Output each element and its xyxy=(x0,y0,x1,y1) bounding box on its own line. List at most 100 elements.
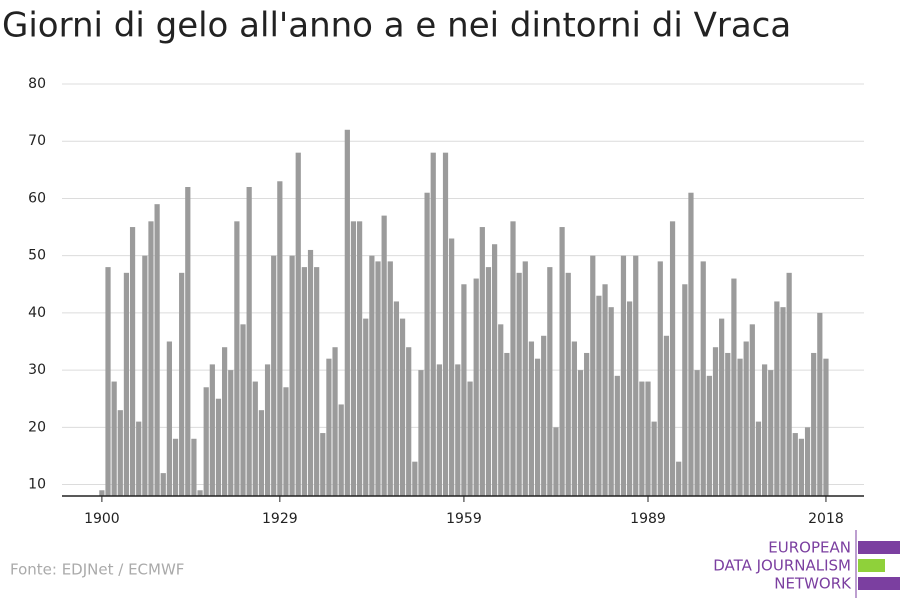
bar xyxy=(516,272,522,496)
bar xyxy=(485,267,492,496)
bar xyxy=(350,221,357,497)
bar xyxy=(234,221,240,497)
bar xyxy=(105,267,111,496)
bar xyxy=(375,261,381,496)
bar xyxy=(798,438,805,496)
bar xyxy=(455,364,461,496)
bar xyxy=(473,278,479,496)
bar xyxy=(645,381,651,496)
bar xyxy=(209,364,215,496)
source: Fonte: EDJNet / ECMWF xyxy=(10,561,184,579)
y-tick-label: 60 xyxy=(28,190,46,206)
bar xyxy=(424,192,430,496)
bar xyxy=(436,364,442,496)
bar xyxy=(804,427,811,496)
bar xyxy=(314,267,320,496)
bar xyxy=(222,347,228,496)
x-tick-label: 1929 xyxy=(262,511,298,527)
logo-text: DATA JOURNALISM xyxy=(713,557,851,575)
bar xyxy=(252,381,258,496)
bar xyxy=(547,267,553,496)
bar xyxy=(608,307,614,496)
bar xyxy=(246,187,252,496)
bar xyxy=(191,438,197,496)
bar xyxy=(596,295,602,496)
bar xyxy=(528,341,535,496)
bar xyxy=(197,490,203,496)
bar xyxy=(811,352,817,496)
chart-title: Giorni di gelo all'anno a e nei dintorni… xyxy=(2,6,791,46)
bar xyxy=(626,301,633,496)
bar xyxy=(504,352,510,496)
y-tick-label: 40 xyxy=(28,305,46,321)
bar xyxy=(418,370,424,496)
bar xyxy=(541,335,547,496)
bar xyxy=(467,381,473,496)
bar xyxy=(780,307,786,496)
bar xyxy=(590,255,596,496)
logo-bar xyxy=(858,541,900,554)
bar xyxy=(688,192,694,496)
logo-bar xyxy=(858,559,885,572)
bar xyxy=(614,375,620,496)
bar xyxy=(240,324,246,496)
bar xyxy=(111,381,117,496)
bar xyxy=(356,221,363,497)
bar xyxy=(307,249,314,496)
bar xyxy=(338,404,344,496)
bar xyxy=(442,152,449,496)
bar xyxy=(203,387,209,496)
bar xyxy=(602,284,608,496)
bar xyxy=(639,381,645,496)
bar xyxy=(534,358,541,496)
bar xyxy=(731,278,737,496)
bar xyxy=(669,221,676,497)
bar xyxy=(491,244,498,496)
y-tick-label: 50 xyxy=(28,248,46,264)
bar xyxy=(700,261,706,496)
bar xyxy=(719,318,725,496)
bar xyxy=(706,375,712,496)
bar xyxy=(228,370,234,496)
bar xyxy=(449,238,455,496)
bar xyxy=(271,255,277,496)
bar xyxy=(712,347,719,496)
bar xyxy=(295,152,301,496)
y-tick-label: 10 xyxy=(28,477,46,493)
x-tick-label: 1959 xyxy=(446,511,482,527)
bar xyxy=(768,370,774,496)
bar xyxy=(381,215,387,496)
bar xyxy=(479,227,485,497)
bar xyxy=(179,272,185,496)
bar xyxy=(369,255,375,496)
bar xyxy=(559,227,565,497)
bar xyxy=(123,272,130,496)
bar xyxy=(522,261,528,496)
bar xyxy=(283,387,289,496)
bar xyxy=(332,347,338,496)
bar xyxy=(577,370,584,496)
x-tick-label: 1989 xyxy=(630,511,666,527)
bar xyxy=(651,421,657,496)
bar xyxy=(393,301,400,496)
bar xyxy=(510,221,516,497)
bar xyxy=(571,341,577,496)
bar xyxy=(215,398,222,496)
bar xyxy=(761,364,768,496)
bar xyxy=(148,221,154,497)
bar xyxy=(258,410,265,496)
bar xyxy=(99,490,105,496)
bar xyxy=(755,421,762,496)
bar xyxy=(792,433,798,496)
bar xyxy=(682,284,688,496)
bar xyxy=(344,129,350,496)
bar xyxy=(264,364,271,496)
y-tick-label: 80 xyxy=(28,76,46,92)
bar xyxy=(301,267,307,496)
bar xyxy=(663,335,670,496)
y-tick-label: 20 xyxy=(28,419,46,435)
bar xyxy=(412,461,418,496)
bar xyxy=(154,204,160,496)
bar xyxy=(823,358,829,496)
